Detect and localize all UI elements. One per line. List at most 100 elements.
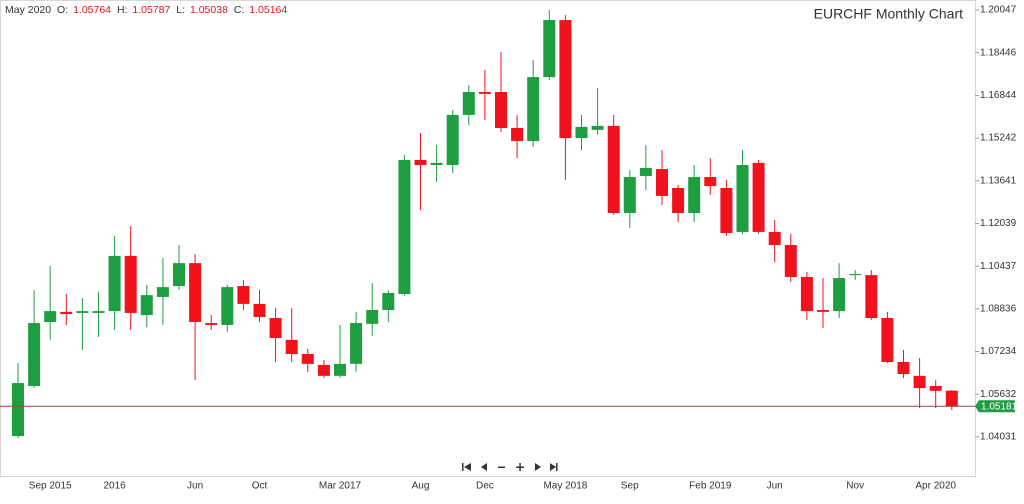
candle-body	[173, 263, 185, 287]
candle-body	[495, 92, 507, 128]
candle-body	[76, 311, 89, 313]
candle-body	[221, 287, 234, 325]
candle-body	[929, 385, 942, 391]
y-tick-label: 1.12039	[980, 218, 1017, 229]
candle-body	[865, 275, 878, 319]
candle-body	[205, 323, 218, 325]
y-tick-label: 1.18446	[980, 47, 1017, 58]
candle-body	[688, 177, 701, 214]
plot-frame	[0, 0, 976, 477]
candle-body	[108, 255, 121, 312]
nav-last[interactable]	[550, 463, 558, 471]
current-price-label: 1.05181	[981, 401, 1018, 412]
candles	[12, 9, 958, 439]
candle-body	[543, 20, 556, 78]
candle-body	[140, 295, 153, 316]
candle-body	[768, 231, 781, 245]
candle-body	[366, 310, 379, 324]
candle-body	[720, 187, 733, 233]
candle-body	[285, 339, 298, 354]
header-value: 1.05038	[190, 4, 228, 16]
candle-body	[44, 311, 57, 323]
nav-zoom-out[interactable]	[498, 466, 505, 469]
header-value: 1.05164	[249, 4, 287, 16]
chart-title: EURCHF Monthly Chart	[814, 6, 963, 22]
candle-body	[511, 127, 524, 142]
x-tick-label: Sep	[621, 481, 639, 492]
y-tick-label: 1.04031	[980, 432, 1017, 443]
candle-body	[736, 165, 749, 232]
x-tick-label: Apr 2020	[915, 481, 956, 492]
candle-body	[237, 286, 250, 304]
nav-first[interactable]	[462, 463, 471, 471]
candle-body	[639, 167, 652, 176]
candle-body	[446, 114, 459, 166]
candle-body	[607, 125, 620, 214]
x-tick-label: Dec	[476, 481, 494, 492]
candle-body	[591, 125, 604, 130]
candle-body	[334, 363, 346, 376]
nav-buttons	[462, 463, 558, 471]
candle-body	[12, 383, 24, 437]
header-value: 1.05787	[132, 4, 170, 16]
candle-body	[430, 162, 443, 166]
candle-body	[817, 310, 829, 312]
candle-body	[124, 255, 137, 313]
candle-body	[559, 20, 572, 139]
y-tick-label: 1.15242	[980, 133, 1017, 144]
candle-body	[575, 126, 588, 139]
y-tick-label: 1.10437	[980, 261, 1017, 272]
candle-body	[945, 390, 958, 407]
header-label: C:	[234, 4, 245, 16]
candle-body	[156, 287, 169, 297]
candle-body	[623, 177, 636, 214]
x-tick-label: 2016	[103, 481, 126, 492]
x-tick-label: Feb 2019	[689, 481, 732, 492]
candle-body	[189, 263, 202, 323]
x-tick-label: Aug	[412, 481, 430, 492]
candle-body	[253, 303, 266, 317]
x-tick-label: Oct	[252, 481, 268, 492]
candle-body	[800, 276, 813, 312]
y-tick-label: 1.07234	[980, 346, 1017, 357]
x-tick-label: Nov	[846, 481, 864, 492]
candle-body	[913, 375, 926, 389]
y-tick-label: 1.08836	[980, 303, 1017, 314]
header-label: O:	[57, 4, 68, 16]
nav-prev[interactable]	[481, 463, 487, 471]
candle-body	[784, 244, 797, 277]
y-tick-label: 1.16844	[980, 90, 1017, 101]
x-tick-label: May 2018	[543, 481, 587, 492]
candle-body	[462, 92, 475, 115]
candle-body	[414, 159, 427, 166]
y-tick-label: 1.13641	[980, 175, 1017, 186]
y-tick-label: 1.20047	[980, 5, 1017, 16]
candle-body	[269, 318, 282, 339]
candle-body	[849, 274, 862, 276]
candle-body	[833, 278, 846, 312]
header-value: 1.05764	[73, 4, 111, 16]
nav-zoom-in[interactable]	[516, 463, 524, 471]
candle-body	[656, 169, 668, 196]
candle-body	[672, 187, 685, 214]
candle-body	[398, 159, 411, 295]
nav-next[interactable]	[535, 463, 541, 471]
header: May 2020 O: 1.05764 H: 1.05787 L: 1.0503…	[5, 4, 287, 16]
header-label: L:	[176, 4, 185, 16]
candle-body	[301, 353, 314, 364]
header-period: May 2020	[5, 4, 51, 16]
candle-body	[752, 162, 765, 232]
candle-body	[317, 364, 330, 376]
candle-body	[60, 311, 73, 315]
candle-body	[92, 311, 105, 313]
candle-body	[28, 323, 41, 386]
current-price-tag	[975, 400, 1015, 413]
candle-body	[897, 361, 910, 374]
candle-body	[382, 292, 395, 311]
candle-body	[704, 177, 717, 187]
x-tick-label: Sep 2015	[29, 481, 72, 492]
x-tick-label: Jun	[187, 481, 203, 492]
candle-body	[881, 318, 894, 362]
